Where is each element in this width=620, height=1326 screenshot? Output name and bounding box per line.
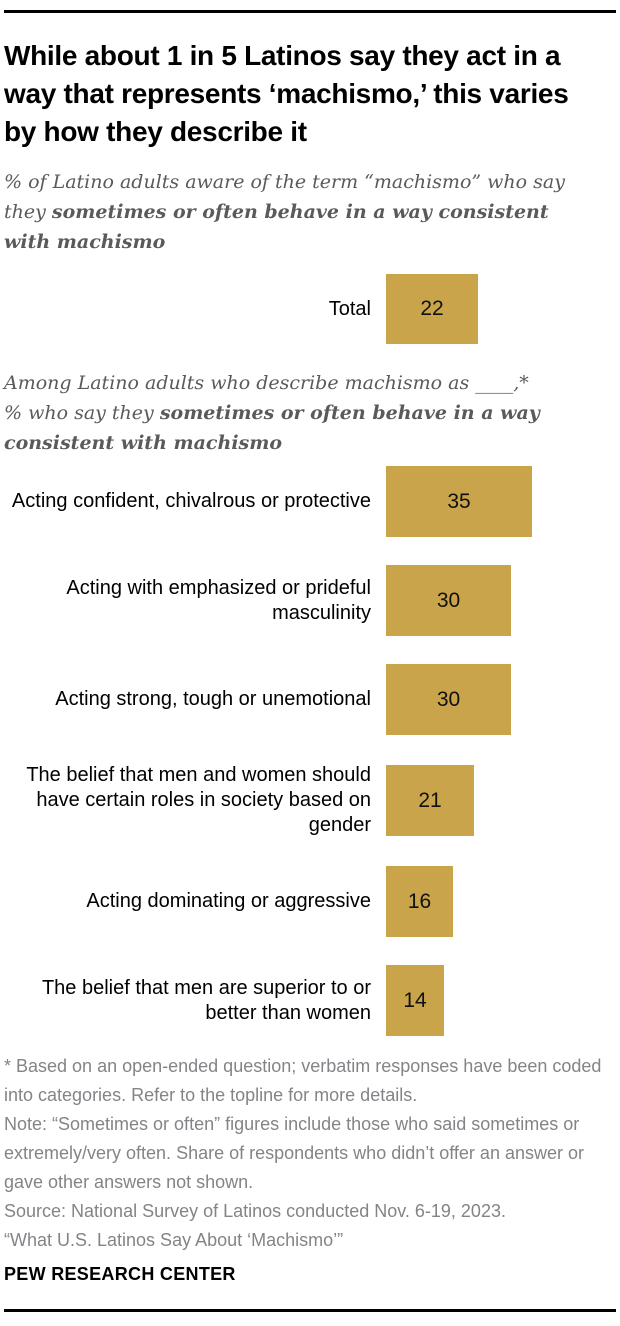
chart-subtitle: % of Latino adults aware of the term “ma… (4, 167, 584, 257)
bar-value-label: 16 (407, 889, 432, 913)
methodology-note: Note: “Sometimes or often” figures inclu… (4, 1114, 584, 1192)
bar-category-label: Acting confident, chivalrous or protecti… (11, 490, 371, 512)
bar-value-label: 30 (436, 687, 461, 711)
total-bar: 22 (386, 274, 478, 344)
bar: 30 (386, 664, 511, 735)
bar-category-label: Acting with emphasized or prideful mascu… (66, 576, 371, 624)
source-note: Source: National Survey of Latinos condu… (4, 1201, 506, 1221)
bar-category-label: The belief that men and women should hav… (26, 764, 371, 836)
pew-research-center-wordmark: PEW RESEARCH CENTER (4, 1264, 236, 1284)
total-label: Total (328, 297, 371, 320)
bottom-rule (4, 1309, 616, 1312)
top-rule (4, 10, 616, 13)
bar: 35 (386, 466, 532, 537)
bar-category-label: The belief that men are superior to or b… (41, 976, 371, 1024)
bar-row: Acting dominating or aggressive 16 (4, 866, 616, 937)
bar-value-label: 21 (418, 788, 442, 812)
chart-intro2: Among Latino adults who describe machism… (4, 368, 584, 458)
bar-row: The belief that men and women should hav… (4, 763, 616, 838)
bar-row: The belief that men are superior to or b… (4, 965, 616, 1036)
subtitle-bold-text: sometimes or often behave in a way consi… (4, 201, 549, 253)
asterisk-note: * Based on an open-ended question; verba… (4, 1056, 602, 1105)
intro2-line2: % who say they sometimes or often behave… (4, 398, 584, 458)
bar: 14 (386, 965, 444, 1036)
bar-row: Acting with emphasized or prideful mascu… (4, 565, 616, 636)
bar-row: Acting confident, chivalrous or protecti… (4, 466, 616, 537)
intro2-line1: Among Latino adults who describe machism… (4, 372, 529, 394)
bar-category-label: Acting dominating or aggressive (86, 890, 371, 912)
bar: 21 (386, 765, 474, 836)
bar: 30 (386, 565, 511, 636)
bar-value-label: 30 (436, 588, 461, 612)
total-row: Total 22 (4, 274, 616, 344)
study-title-note: “What U.S. Latinos Say About ‘Machismo’” (4, 1230, 344, 1250)
bar-chart: Acting confident, chivalrous or protecti… (4, 466, 616, 1036)
total-value-label: 22 (420, 297, 444, 320)
bar-value-label: 35 (447, 489, 471, 513)
bar: 16 (386, 866, 453, 937)
intro2-normal-text: % who say they (4, 402, 160, 424)
subtitle-normal-text: % of Latino adults aware of the term “ma… (4, 171, 565, 223)
intro2-bold-text: sometimes or often behave in a way consi… (4, 402, 540, 454)
bar-value-label: 14 (403, 988, 427, 1012)
chart-notes: * Based on an open-ended question; verba… (4, 1052, 610, 1255)
bar-category-label: Acting strong, tough or unemotional (55, 688, 371, 710)
chart-title: While about 1 in 5 Latinos say they act … (4, 40, 569, 147)
bar-row: Acting strong, tough or unemotional 30 (4, 664, 616, 735)
